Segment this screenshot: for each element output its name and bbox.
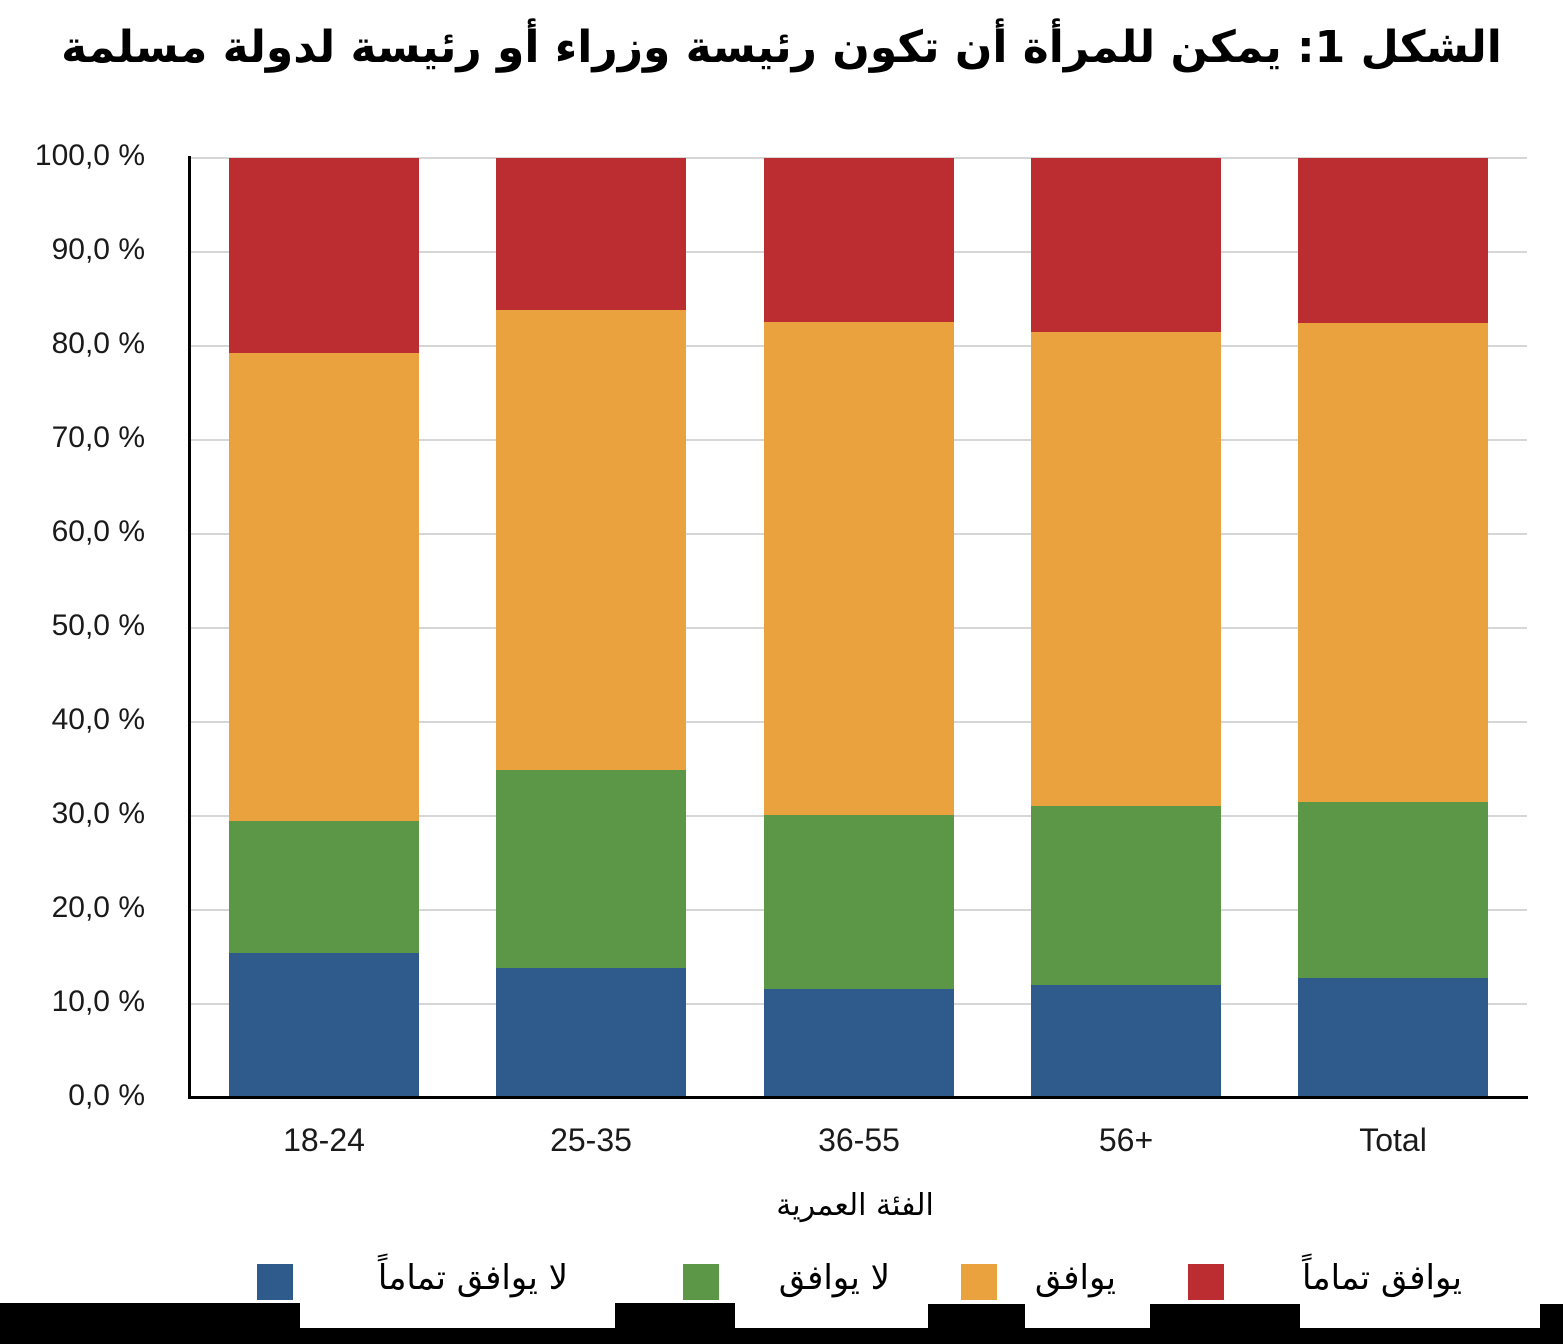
legend-swatch <box>1188 1264 1224 1300</box>
bar-segment <box>1031 158 1221 332</box>
bar-segment <box>1298 158 1488 324</box>
bar-segment <box>764 158 954 322</box>
x-tick-label: 56+ <box>1098 1122 1154 1158</box>
y-tick-label: 30,0 % <box>51 797 145 830</box>
legend-label: يوافق تماماً <box>1302 1258 1462 1298</box>
legend-item: يوافق <box>0 1258 1563 1304</box>
x-tick-label: 36-55 <box>818 1122 900 1158</box>
bottom-band-notch <box>0 1303 300 1329</box>
y-axis <box>188 156 191 1099</box>
legend-swatch <box>683 1264 719 1300</box>
bottom-band-notch <box>928 1304 1025 1329</box>
y-tick-label: 90,0 % <box>51 233 145 266</box>
bar-segment <box>1298 323 1488 802</box>
x-tick-label: 25-35 <box>550 1122 632 1158</box>
bottom-band-notch <box>1540 1304 1563 1329</box>
legend-item: لا يوافق <box>0 1258 1563 1304</box>
y-tick-label: 100,0 % <box>34 139 145 172</box>
legend-label: يوافق <box>1034 1258 1116 1298</box>
bar-segment <box>229 352 419 821</box>
x-axis <box>188 1096 1528 1099</box>
y-tick-label: 10,0 % <box>51 985 145 1018</box>
y-tick-label: 0,0 % <box>68 1079 145 1112</box>
bar-segment <box>764 815 954 989</box>
legend-swatch <box>257 1264 293 1300</box>
bar-segment <box>229 158 419 353</box>
bar-25-35 <box>496 0 686 1200</box>
bar-36-55 <box>764 0 954 1200</box>
x-tick-label: Total <box>1359 1122 1427 1158</box>
x-tick-label: 18-24 <box>283 1122 365 1158</box>
bar-segment <box>1298 977 1488 1098</box>
bar-segment <box>1031 331 1221 806</box>
bar-18-24 <box>229 0 419 1200</box>
y-tick-label: 20,0 % <box>51 891 145 924</box>
y-tick-label: 40,0 % <box>51 703 145 736</box>
bar-segment <box>1298 801 1488 978</box>
bottom-band <box>0 1328 1563 1344</box>
legend-item: يوافق تماماً <box>0 1258 1563 1304</box>
plot-area: 0,0 % 10,0 % 20,0 % 30,0 % 40,0 % 50,0 % 60,0 … <box>34 0 1528 1200</box>
y-tick-label: 70,0 % <box>51 421 145 454</box>
legend-item: لا يوافق تماماً <box>0 1258 1563 1304</box>
bar-segment <box>1031 985 1221 1098</box>
chart-title: الشكل 1: يمكن للمرأة أن تكون رئيسة وزراء… <box>61 22 1503 73</box>
legend-swatch <box>961 1264 997 1300</box>
x-axis-label: الفئة العمرية <box>776 1188 934 1223</box>
bar-segment <box>764 321 954 816</box>
bar-segment <box>229 820 419 954</box>
bar-segment <box>1031 805 1221 986</box>
bottom-band-notch <box>1150 1304 1300 1329</box>
bar-total <box>1298 0 1488 1200</box>
bar-56- <box>1031 0 1221 1200</box>
bar-segment <box>764 988 954 1098</box>
y-tick-label: 80,0 % <box>51 327 145 360</box>
bar-segment <box>496 968 686 1098</box>
y-tick-label: 60,0 % <box>51 515 145 548</box>
bar-segment <box>496 769 686 969</box>
bar-segment <box>496 310 686 770</box>
bar-segment <box>229 953 419 1098</box>
y-tick-label: 50,0 % <box>51 609 145 642</box>
bar-segment <box>496 158 686 311</box>
legend-label: لا يوافق تماماً <box>377 1258 568 1298</box>
bottom-band-notch <box>615 1303 735 1329</box>
legend-label: لا يوافق <box>778 1258 890 1298</box>
